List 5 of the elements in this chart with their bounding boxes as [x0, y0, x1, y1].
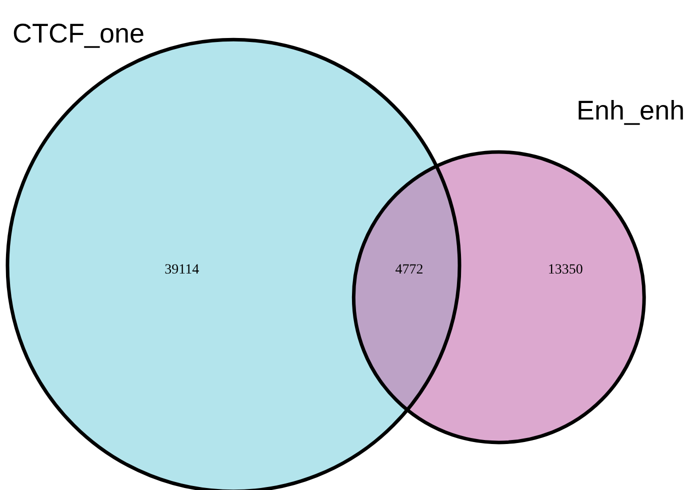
category-label: Enh_enh — [576, 96, 685, 126]
data-label: 39114 — [164, 262, 200, 278]
data-label: 4772 — [395, 262, 424, 278]
data-label: 13350 — [548, 262, 583, 278]
category-label: CTCF_one — [12, 18, 145, 48]
